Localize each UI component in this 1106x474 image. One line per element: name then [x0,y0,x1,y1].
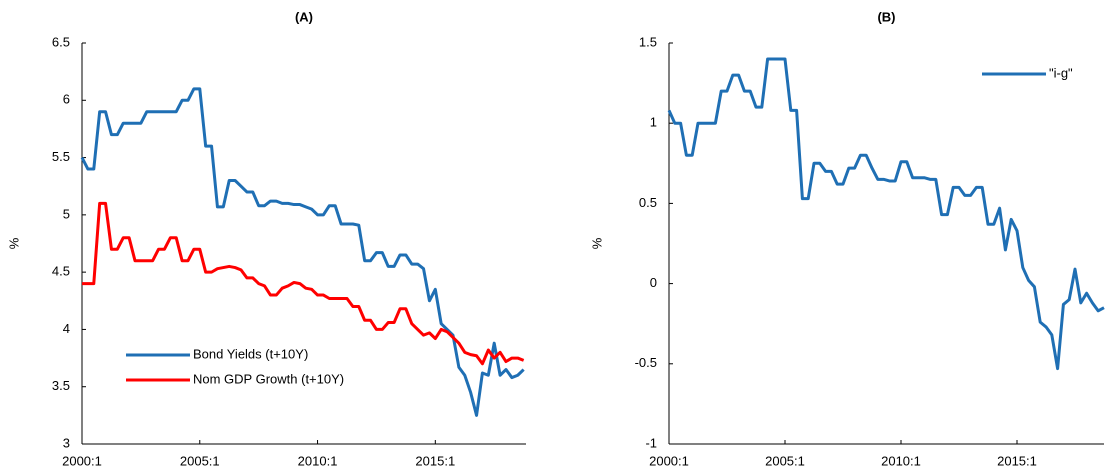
y-tick-label: 0 [650,275,657,290]
series-line [82,201,525,366]
y-tick-label: 4 [63,321,70,336]
x-tick-label: 2005:1 [765,453,805,468]
series-line [667,57,1105,371]
y-tick-label: 6.5 [52,34,70,49]
y-tick-label: 0.5 [639,195,657,210]
legend-label: Nom GDP Growth (t+10Y) [193,371,344,386]
y-tick-label: 5 [63,206,70,221]
y-tick-label: 6 [63,92,70,107]
y-axis-label: % [589,237,604,249]
x-tick-label: 2010:1 [298,453,338,468]
y-tick-label: 3.5 [52,378,70,393]
x-tick-label: 2000:1 [649,453,689,468]
y-tick-label: -0.5 [635,355,657,370]
chart-title: (A) [295,9,313,24]
y-tick-label: 1 [650,115,657,130]
legend-label: Bond Yields (t+10Y) [193,346,308,361]
y-tick-label: 5.5 [52,149,70,164]
x-tick-label: 2010:1 [881,453,921,468]
panel: (B)% -1 -0.5 0 0.5 1 1.5 2000:1 2005:1 2010:1 2015… [589,9,1105,468]
panel: (A)% 3 3.5 4 4.5 5 5.5 6 6.5 2000:1 2005:1 2010:1 20… [6,9,526,468]
y-tick-label: 4.5 [52,264,70,279]
y-tick-label: -1 [645,435,657,450]
legend-label: "i-g" [1049,65,1073,80]
y-tick-label: 3 [63,435,70,450]
x-tick-label: 2000:1 [62,453,102,468]
x-tick-label: 2015:1 [997,453,1037,468]
chart-title: (B) [877,9,895,24]
y-axis-label: % [6,237,21,249]
y-tick-label: 1.5 [639,34,657,49]
series-line [80,87,525,417]
x-tick-label: 2005:1 [180,453,220,468]
x-tick-label: 2015:1 [415,453,455,468]
